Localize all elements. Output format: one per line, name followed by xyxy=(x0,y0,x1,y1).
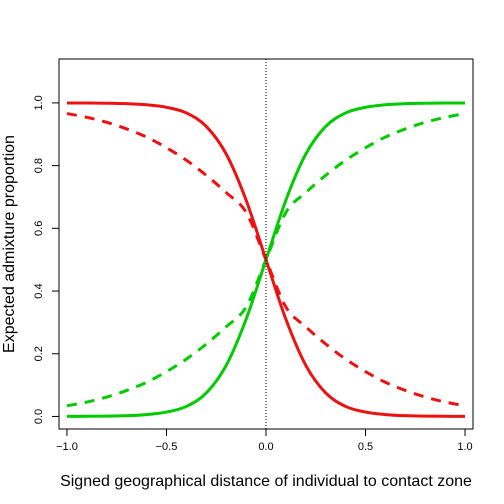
x-tick-label: 0.5 xyxy=(358,441,373,453)
y-tick-label: 0.0 xyxy=(33,409,45,424)
x-tick-label: −0.5 xyxy=(156,441,178,453)
y-axis-label: Expected admixture proportion xyxy=(1,135,18,353)
y-axis: 0.0 0.2 0.4 0.6 0.8 1.0 xyxy=(33,95,60,424)
y-tick-label: 0.6 xyxy=(33,221,45,236)
x-axis: −1.0 −0.5 0.0 0.5 1.0 xyxy=(56,428,473,453)
x-tick-label: −1.0 xyxy=(56,441,78,453)
x-axis-label: Signed geographical distance of individu… xyxy=(60,473,472,490)
series-line-red-dashed xyxy=(66,112,466,408)
x-tick-label: 1.0 xyxy=(457,441,472,453)
y-tick-label: 0.2 xyxy=(33,346,45,361)
y-tick-label: 0.4 xyxy=(33,283,45,298)
y-tick-label: 0.8 xyxy=(33,158,45,173)
series-group xyxy=(66,101,466,418)
x-tick-label: 0.0 xyxy=(258,441,273,453)
y-tick-label: 1.0 xyxy=(33,95,45,110)
